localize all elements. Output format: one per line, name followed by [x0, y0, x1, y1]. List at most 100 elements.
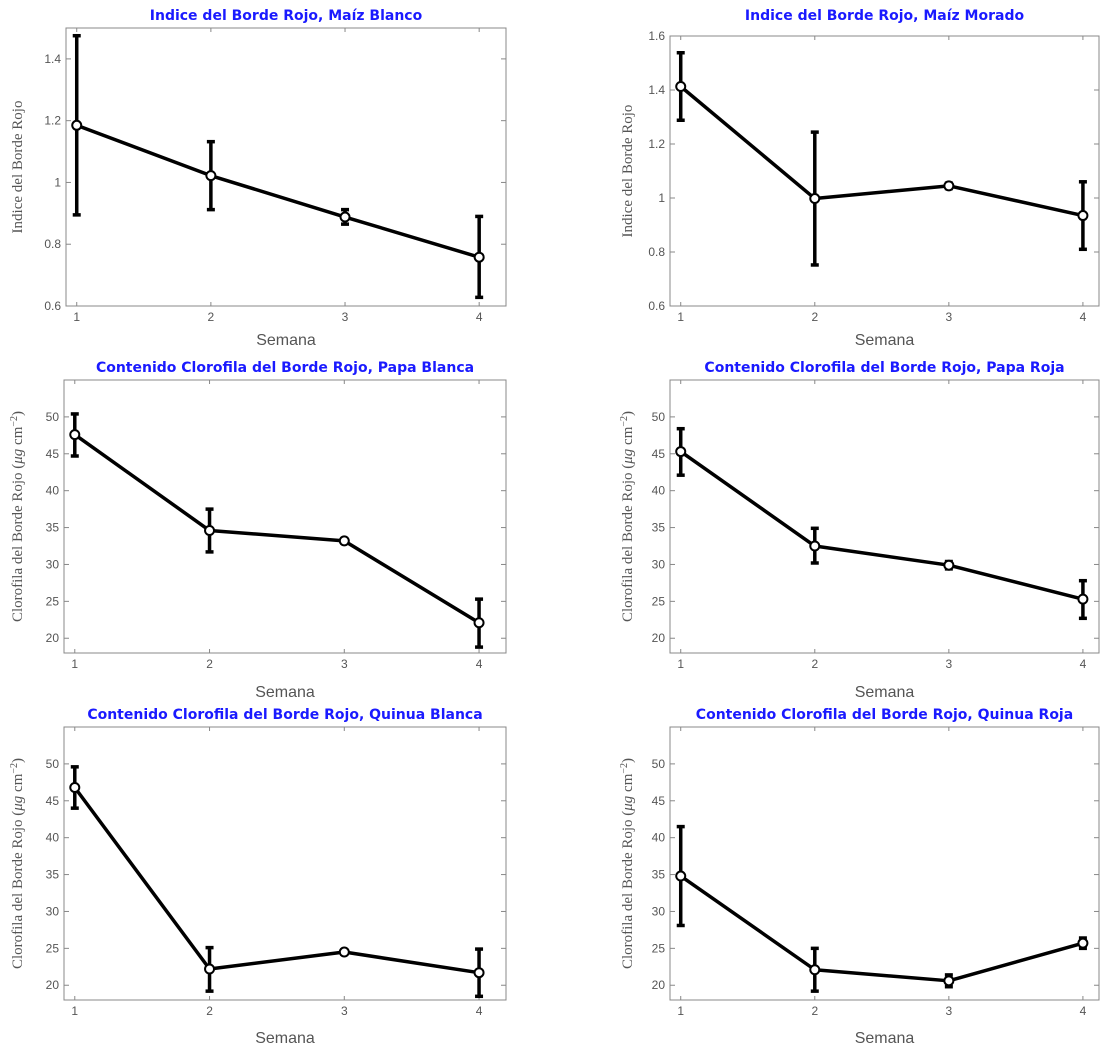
x-tick-label: 2 [811, 310, 818, 324]
y-tick-label: 1.2 [648, 137, 665, 151]
x-tick-label: 3 [342, 310, 349, 324]
x-tick-label: 3 [946, 310, 953, 324]
y-tick-label: 25 [652, 594, 666, 608]
y-tick-label: 20 [46, 631, 60, 645]
y-tick-label: 40 [46, 831, 60, 845]
y-tick-label: 30 [46, 904, 60, 918]
y-tick-label: 1.4 [648, 83, 665, 97]
y-tick-label: 50 [652, 757, 666, 771]
y-axis-label-text: Clorofila del Borde Rojo ( [620, 464, 636, 622]
x-axis-label: Semana [855, 684, 915, 701]
chart-title: Contenido Clorofila del Borde Rojo, Quin… [696, 707, 1073, 723]
y-tick-label: 45 [652, 794, 666, 808]
y-tick-label: 30 [46, 557, 60, 571]
y-axis-label-cm: cm [10, 773, 26, 795]
x-tick-label: 3 [341, 657, 348, 671]
data-point [675, 870, 687, 882]
y-axis-label-exponent: −2 [9, 416, 20, 427]
plot-frame [669, 35, 1100, 307]
data-point [69, 782, 81, 794]
y-tick-label: 30 [652, 904, 666, 918]
y-axis-label: Clorofila del Borde Rojo (μg cm−2) [9, 758, 27, 969]
data-point [338, 946, 350, 958]
x-axis-label: Semana [855, 1030, 915, 1047]
chart-panel-3: Contenido Clorofila del Borde Rojo, Papa… [9, 360, 507, 701]
y-tick-label: 50 [46, 757, 60, 771]
x-tick-label: 3 [946, 1004, 953, 1018]
y-axis-label-unit: μg [620, 795, 636, 812]
x-tick-label: 4 [1080, 1004, 1087, 1018]
y-axis-label-exponent: −2 [619, 763, 630, 774]
y-tick-label: 20 [652, 631, 666, 645]
x-tick-label: 1 [677, 657, 684, 671]
chart-panel-5: Contenido Clorofila del Borde Rojo, Quin… [9, 707, 507, 1047]
chart-title: Contenido Clorofila del Borde Rojo, Papa… [704, 360, 1064, 376]
data-point [1077, 593, 1089, 605]
y-tick-label: 0.8 [44, 237, 61, 251]
y-tick-label: 40 [652, 484, 666, 498]
y-tick-label: 20 [652, 978, 666, 992]
y-axis-label-text: Clorofila del Borde Rojo ( [620, 811, 636, 969]
plot-frame [669, 726, 1100, 1001]
data-point [809, 193, 821, 205]
series-line [679, 874, 1084, 983]
x-axis-label: Semana [255, 684, 315, 701]
data-point [473, 967, 485, 979]
y-axis-label: Clorofila del Borde Rojo (μg cm−2) [619, 758, 637, 969]
x-tick-label: 1 [73, 310, 80, 324]
y-tick-label: 25 [46, 594, 60, 608]
data-point [943, 975, 955, 987]
y-axis-label-cm: cm [10, 426, 26, 448]
chart-panel-4: Contenido Clorofila del Borde Rojo, Papa… [619, 360, 1100, 701]
y-axis-label-close: ) [10, 411, 26, 416]
y-axis-label: Clorofila del Borde Rojo (μg cm−2) [9, 411, 27, 622]
x-tick-label: 1 [71, 1004, 78, 1018]
y-axis-label: Clorofila del Borde Rojo (μg cm−2) [619, 411, 637, 622]
y-tick-label: 1.2 [44, 114, 61, 128]
x-tick-label: 3 [946, 657, 953, 671]
y-axis-label-exponent: −2 [9, 763, 20, 774]
data-point [473, 251, 485, 263]
data-point [204, 963, 216, 975]
plot-frame [65, 27, 507, 307]
x-tick-label: 2 [208, 310, 215, 324]
y-axis-label-unit: μg [10, 448, 26, 465]
x-tick-label: 2 [811, 1004, 818, 1018]
data-point [71, 119, 83, 131]
y-axis-label-cm: cm [620, 426, 636, 448]
chart-title: Contenido Clorofila del Borde Rojo, Papa… [96, 360, 474, 376]
x-tick-label: 1 [677, 1004, 684, 1018]
y-tick-label: 0.8 [648, 245, 665, 259]
y-tick-label: 35 [652, 521, 666, 535]
y-tick-label: 45 [46, 447, 60, 461]
data-point [809, 540, 821, 552]
y-axis-label-close: ) [10, 758, 26, 763]
data-point [675, 446, 687, 458]
data-point [943, 559, 955, 571]
x-axis-label: Semana [855, 332, 915, 349]
y-tick-label: 35 [46, 521, 60, 535]
data-point [69, 429, 81, 441]
y-axis-label-unit: μg [10, 795, 26, 812]
y-axis-label: Indice del Borde Rojo [620, 105, 636, 238]
data-point [1077, 210, 1089, 222]
data-point [1077, 937, 1089, 949]
y-axis-label-close: ) [620, 758, 636, 763]
y-tick-label: 50 [652, 410, 666, 424]
chart-title: Contenido Clorofila del Borde Rojo, Quin… [87, 707, 482, 723]
chart-title: Indice del Borde Rojo, Maíz Morado [745, 8, 1025, 24]
data-point [205, 170, 217, 182]
y-tick-label: 0.6 [648, 299, 665, 313]
x-tick-label: 4 [1080, 310, 1087, 324]
y-tick-label: 35 [46, 868, 60, 882]
data-point [204, 525, 216, 537]
y-axis-label-text: Clorofila del Borde Rojo ( [10, 811, 26, 969]
plot-frame [63, 726, 507, 1001]
data-point [339, 211, 351, 223]
series-line [76, 123, 480, 259]
data-point [338, 535, 350, 547]
chart-title: Indice del Borde Rojo, Maíz Blanco [150, 8, 423, 24]
data-point [675, 80, 687, 92]
data-point [809, 964, 821, 976]
